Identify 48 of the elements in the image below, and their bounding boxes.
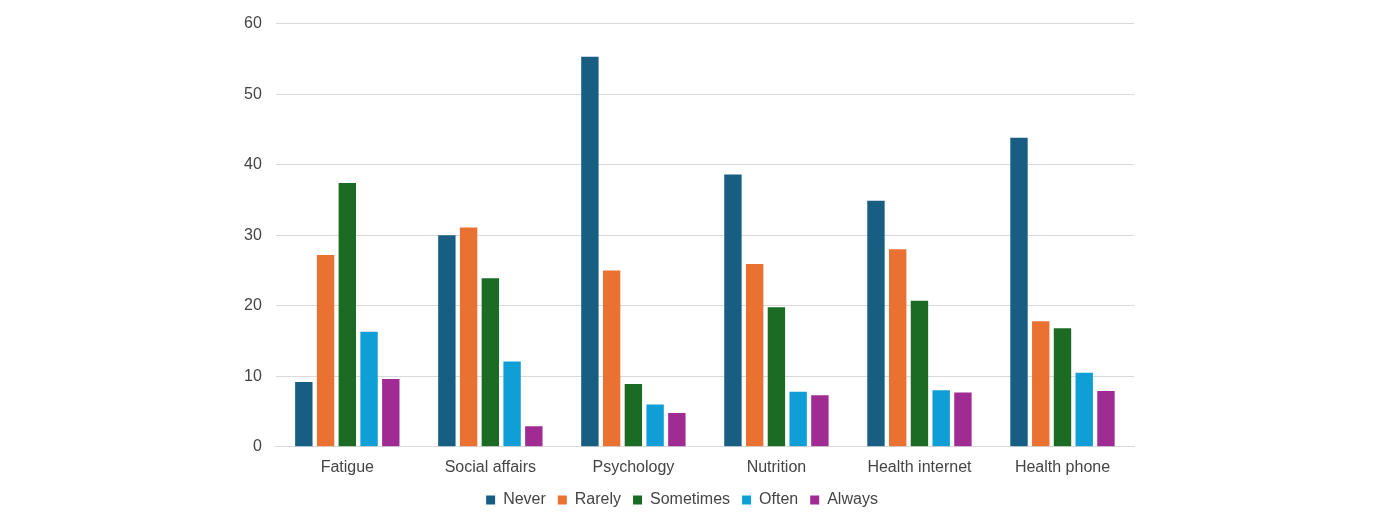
bar — [1075, 372, 1093, 447]
bar — [382, 379, 400, 447]
legend-label: Never — [503, 490, 547, 508]
legend-label: Always — [827, 490, 878, 508]
bar — [360, 331, 378, 447]
bar — [295, 381, 313, 447]
y-tick-label: 20 — [244, 296, 262, 314]
bar — [338, 183, 357, 447]
bar — [1053, 328, 1072, 447]
x-tick-label: Social affairs — [444, 457, 536, 475]
bar — [954, 392, 972, 447]
bar — [1010, 137, 1028, 447]
bar — [525, 426, 543, 447]
bar — [932, 390, 950, 447]
bar — [668, 412, 686, 447]
legend-label: Sometimes — [650, 490, 731, 508]
bar — [503, 361, 521, 447]
bar — [910, 300, 929, 447]
bar — [481, 278, 500, 447]
x-tick-label: Nutrition — [746, 457, 807, 475]
bar — [316, 254, 335, 447]
y-tick-label: 10 — [244, 366, 262, 384]
y-tick-label: 40 — [244, 155, 262, 173]
x-tick-label: Health internet — [867, 457, 973, 475]
legend-label: Rarely — [574, 490, 622, 508]
bar — [438, 235, 456, 447]
x-tick-label: Health phone — [1014, 457, 1111, 475]
y-tick-label: 50 — [244, 84, 262, 102]
legend-label: Often — [759, 490, 799, 508]
bar — [581, 56, 599, 447]
y-tick-label: 60 — [244, 14, 262, 32]
y-tick-label: 0 — [252, 437, 262, 455]
bar — [867, 200, 885, 447]
bar — [767, 307, 786, 447]
y-tick-label: 30 — [244, 225, 262, 243]
bar — [811, 395, 829, 447]
bar — [459, 227, 478, 447]
bar — [1097, 391, 1115, 447]
bar — [1032, 321, 1050, 447]
bar — [789, 391, 807, 447]
bar — [646, 404, 664, 447]
x-tick-label: Psychology — [592, 457, 675, 475]
bar — [724, 174, 742, 447]
bar — [624, 384, 643, 447]
bar — [602, 270, 621, 447]
x-tick-label: Fatigue — [320, 457, 375, 475]
bar — [745, 264, 764, 447]
bar — [889, 249, 907, 447]
